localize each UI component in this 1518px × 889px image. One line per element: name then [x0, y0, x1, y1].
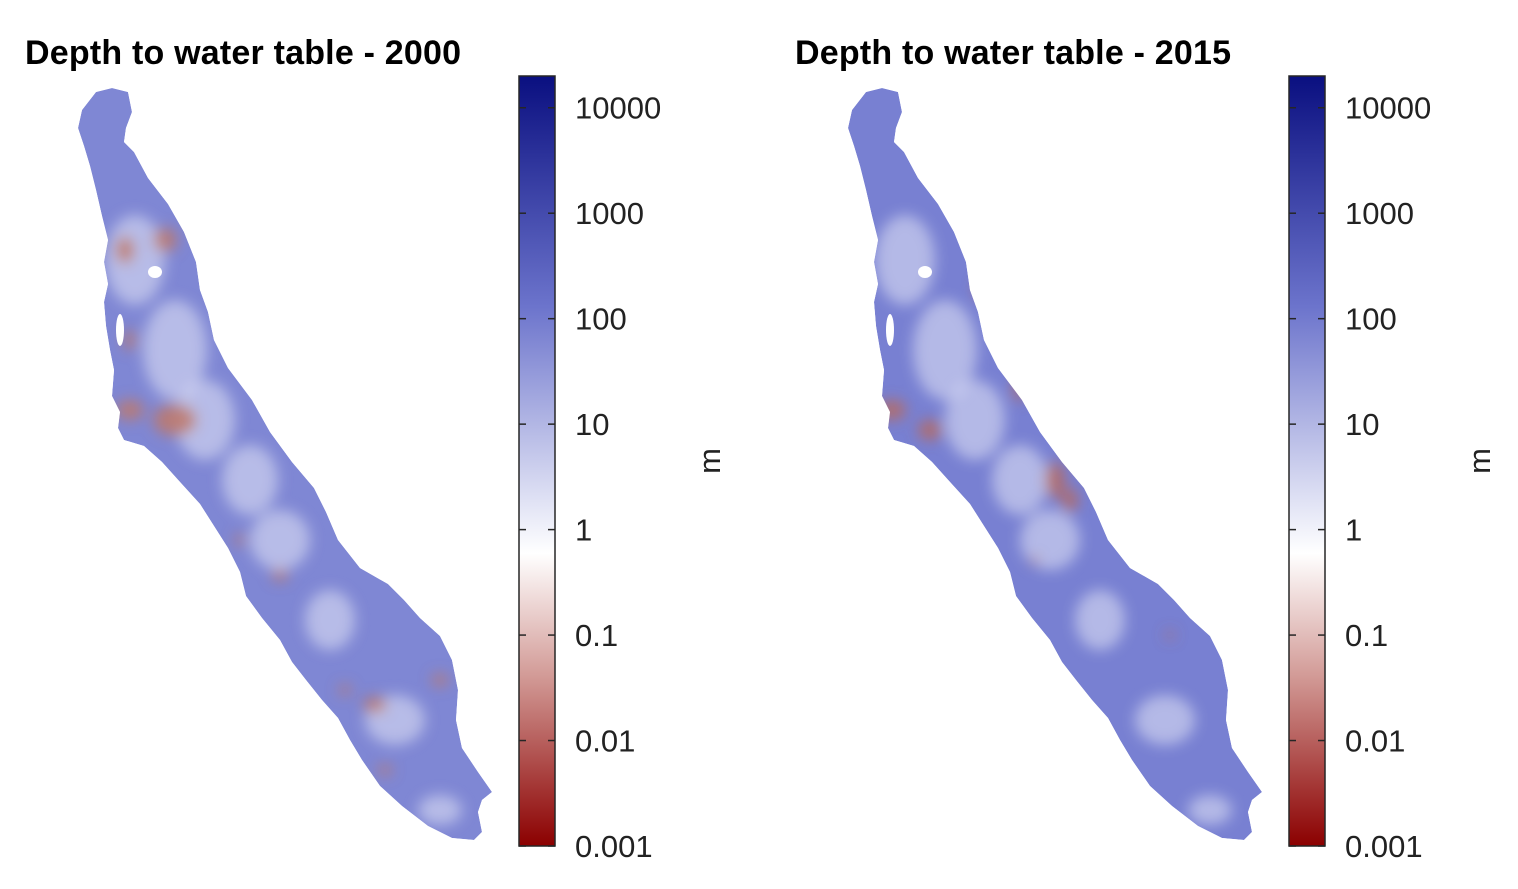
colorbar-tick-label: 0.001 — [1345, 829, 1423, 864]
chart-svg: 10000 1000 100 10 1 0.1 0.01 0.001 m — [78, 75, 727, 864]
colorbar-tick-label: 0.001 — [575, 829, 653, 864]
shallow-area-red — [878, 400, 906, 420]
lake — [148, 266, 162, 278]
shallow-area-light — [105, 215, 165, 305]
lake — [886, 314, 894, 346]
shallow-area-light — [250, 510, 310, 570]
shallow-area-red — [432, 674, 448, 686]
shallow-area-red — [1062, 488, 1078, 512]
chart-svg: 10000 1000 100 10 1 0.1 0.01 0.001 m — [848, 75, 1497, 864]
colorbar-tick-label: 10000 — [575, 91, 661, 126]
shallow-area-light — [175, 380, 235, 460]
chart-panel-2015: Depth to water table - 2015 10000 1000 100… — [770, 0, 1518, 889]
shallow-area-red — [976, 280, 984, 300]
colorbar-tick-label: 0.01 — [575, 724, 635, 759]
colorbar-tick-label: 0.01 — [1345, 724, 1405, 759]
shallow-area-red — [1031, 556, 1039, 564]
basin-map-fill — [78, 88, 492, 840]
shallow-area-red — [918, 420, 942, 440]
shallow-area-light — [222, 445, 278, 515]
shallow-area-red — [115, 236, 135, 264]
shallow-area-red — [378, 765, 392, 775]
shallow-area-light — [418, 795, 462, 825]
colorbar-tick-label: 0.1 — [1345, 618, 1388, 653]
colorbar-tick-label: 100 — [1345, 302, 1397, 337]
colorbar-tick-label: 100 — [575, 302, 627, 337]
chart-title: Depth to water table - 2015 — [795, 34, 1232, 72]
shallow-area-red — [153, 228, 177, 252]
shallow-area-red — [1166, 631, 1174, 639]
colorbar-tick-label: 10 — [1345, 407, 1379, 442]
shallow-area-red — [235, 534, 245, 546]
colorbar-unit-label: m — [692, 448, 727, 474]
shallow-area-light — [1135, 695, 1195, 745]
colorbar-tick-label: 1 — [575, 513, 592, 548]
colorbar-unit-label: m — [1462, 448, 1497, 474]
shallow-area-light — [992, 445, 1048, 515]
shallow-area-red — [1045, 462, 1065, 498]
shallow-area-red — [153, 404, 197, 436]
colorbar-tick-label: 1 — [1345, 513, 1362, 548]
chart-panel-2000: Depth to water table - 2000 10000 1000 100… — [25, 34, 727, 864]
chart-title: Depth to water table - 2000 — [25, 34, 462, 72]
shallow-area-light — [875, 215, 935, 305]
colorbar — [1288, 75, 1326, 847]
shallow-area-light — [305, 590, 355, 650]
shallow-area-red — [124, 330, 136, 350]
shallow-area-light — [1075, 590, 1125, 650]
lake — [116, 314, 124, 346]
shallow-area-red — [272, 569, 288, 581]
shallow-area-light — [143, 300, 207, 400]
colorbar-tick-label: 1000 — [1345, 196, 1414, 231]
colorbar-tick-label: 10 — [575, 407, 609, 442]
colorbar — [518, 75, 556, 847]
basin-map — [78, 88, 492, 840]
basin-map — [848, 88, 1262, 840]
colorbar-tick-label: 1000 — [575, 196, 644, 231]
shallow-area-red — [116, 400, 144, 420]
colorbar-tick-label: 0.1 — [575, 618, 618, 653]
shallow-area-light — [945, 380, 1005, 460]
shallow-area-light — [1188, 795, 1232, 825]
colorbar-tick-label: 10000 — [1345, 91, 1431, 126]
shallow-area-red — [339, 685, 351, 695]
lake — [918, 266, 932, 278]
shallow-area-red — [363, 697, 387, 713]
shallow-area-red — [1013, 378, 1023, 402]
shallow-area-light — [913, 300, 977, 400]
shallow-area-light — [1020, 510, 1080, 570]
